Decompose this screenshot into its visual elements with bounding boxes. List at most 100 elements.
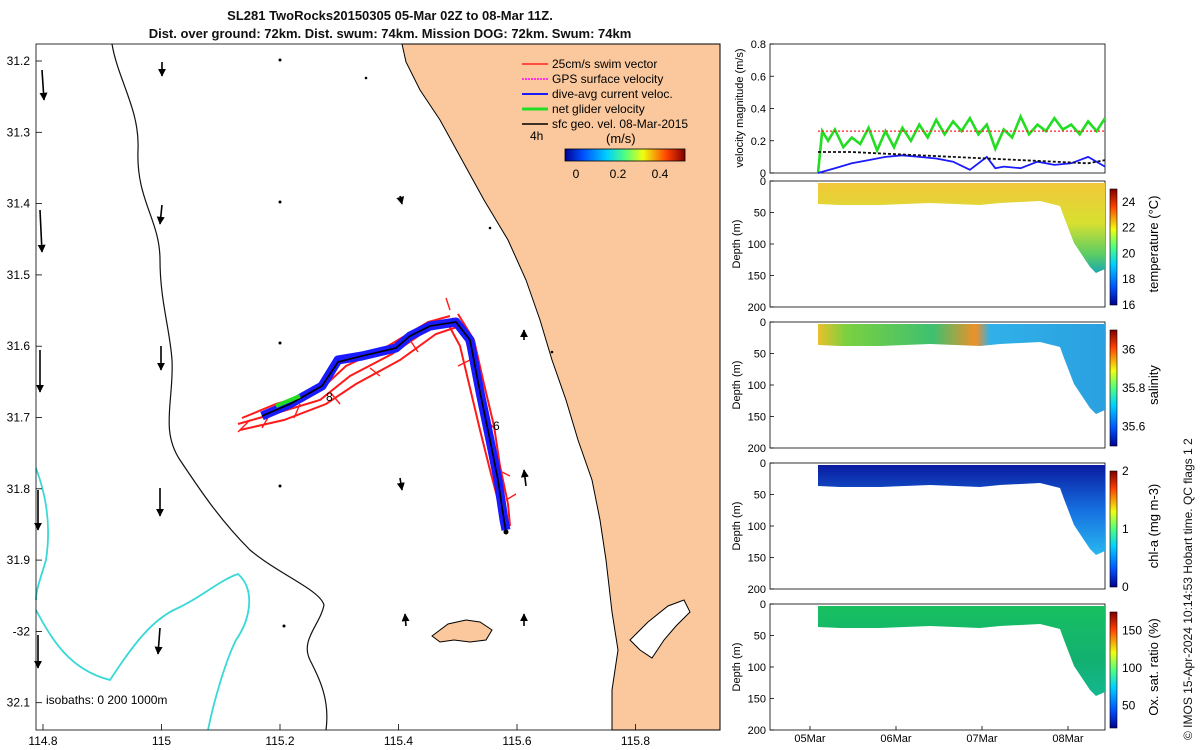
colorbar-tick: 16 — [1122, 298, 1136, 312]
lat-tick-label: -32 — [13, 624, 31, 638]
colorbar-tick: 35.6 — [1122, 420, 1146, 434]
cbar-tick-1: 0.2 — [610, 167, 627, 181]
isobath-200 — [111, 43, 328, 731]
colorbar-label-chl-a: chl-a (mg m-3) — [1146, 484, 1161, 569]
colorbar-tick: 1 — [1122, 522, 1129, 536]
legend-gps-surface: GPS surface velocity — [522, 72, 663, 86]
lat-tick-label: 31.6 — [7, 339, 31, 353]
lon-tick-label: 115.4 — [384, 734, 413, 748]
land-coastline — [401, 43, 721, 731]
profile-panel-temperature: 0 50 100 150 200 Depth (m) 24 22 20 18 16 temperatu… — [731, 176, 1161, 314]
colorbar-tick: 50 — [1122, 699, 1136, 713]
depth-tick: 50 — [754, 490, 766, 502]
time-axis: 05Mar 06Mar 07Mar 08Mar — [794, 726, 1084, 745]
time-tick-label: 05Mar — [794, 733, 826, 745]
time-tick-label: 06Mar — [880, 733, 912, 745]
depth-ylabel: Depth (m) — [731, 220, 743, 269]
lat-tick-label: 31.2 — [7, 54, 31, 68]
svg-text:25cm/s swim vector: 25cm/s swim vector — [552, 57, 657, 71]
glider-track — [261, 321, 507, 533]
legend-net-glider: net glider velocity — [522, 102, 645, 116]
profile-panel-salinity: 0 50 100 150 200 Depth (m) 36 35.8 35.6 salinity — [731, 317, 1161, 455]
depth-tick: 200 — [748, 584, 766, 596]
cbar-tick-0: 0 — [573, 167, 580, 181]
velocity-ytick: 0.2 — [751, 136, 766, 148]
depth-tick: 100 — [748, 380, 766, 392]
colorbar-oxygen — [1109, 611, 1118, 729]
depth-tick: 200 — [748, 725, 766, 737]
map-panel: 8 6 25cm/s swim vector GPS surface veloc… — [7, 43, 721, 748]
depth-tick: 150 — [748, 694, 766, 706]
colorbar-tick: 36 — [1122, 342, 1136, 356]
sfc-geo-dots — [278, 58, 554, 628]
imos-credit: © IMOS 15-Apr-2024 10:14:53 Hobart time.… — [1181, 438, 1195, 740]
depth-tick: 50 — [754, 631, 766, 643]
depth-tick: 0 — [760, 458, 766, 470]
map-lat-axis: 31.2 31.3 31.4 31.5 31.6 31.7 31.8 31.9 -32 32.1 — [7, 54, 42, 710]
colorbar-tick: 2 — [1122, 464, 1129, 478]
profile-section-temperature — [818, 183, 1105, 273]
velocity-ytick: 0.6 — [751, 71, 766, 83]
colorbar-tick: 18 — [1122, 272, 1136, 286]
map-legend: 25cm/s swim vector GPS surface velocity … — [522, 57, 688, 181]
colorbar-tick: 100 — [1122, 661, 1142, 675]
velocity-series-2 — [818, 151, 1106, 165]
depth-ylabel: Depth (m) — [731, 643, 743, 692]
svg-text:net glider velocity: net glider velocity — [552, 102, 645, 116]
velocity-ytick: 0.4 — [751, 104, 766, 116]
depth-ylabel: Depth (m) — [731, 502, 743, 551]
velocity-series-0 — [816, 113, 1107, 174]
velocity-series-1 — [817, 154, 1106, 174]
net-glider-velocity — [275, 394, 301, 408]
profile-section-salinity — [818, 324, 1105, 414]
map-lon-axis: 114.8 115 115.2 115.4 115.6 115.8 — [28, 724, 650, 748]
lat-tick-label: 31.4 — [7, 197, 31, 211]
colorbar-label-oxygen: Ox. sat. ratio (%) — [1146, 618, 1161, 716]
sfc-geo-arrows — [34, 62, 529, 669]
lat-tick-label: 31.9 — [7, 553, 31, 567]
profile-section-chl-a — [818, 465, 1105, 555]
rottnest-island — [431, 619, 493, 643]
colorbar-tick: 35.8 — [1122, 381, 1146, 395]
colorbar-tick: 150 — [1122, 624, 1142, 638]
time-tick-label: 07Mar — [966, 733, 998, 745]
depth-tick: 100 — [748, 239, 766, 251]
colorbar-label-salinity: salinity — [1146, 365, 1161, 405]
speed-colorbar — [564, 148, 686, 162]
svg-text:GPS surface velocity: GPS surface velocity — [552, 72, 663, 86]
estuary — [629, 599, 691, 659]
colorbar-tick: 24 — [1122, 195, 1136, 209]
lat-tick-label: 31.5 — [7, 268, 31, 282]
figure-title-line1: SL281 TwoRocks20150305 05-Mar 02Z to 08-… — [227, 8, 553, 23]
lon-tick-label: 114.8 — [28, 734, 57, 748]
lat-tick-label: 31.3 — [7, 125, 31, 139]
legend-sfc-geo: sfc geo. vel. 08-Mar-2015 — [522, 117, 688, 131]
velocity-ylabel: velocity magnitude (m/s) — [734, 48, 746, 167]
depth-tick: 100 — [748, 521, 766, 533]
track-label-6: 6 — [493, 419, 500, 433]
depth-tick: 0 — [760, 599, 766, 611]
isobaths-label: isobaths: 0 200 1000m — [46, 693, 167, 707]
profile-panel-chl-a: 0 50 100 150 200 Depth (m) 2 1 0 chl-a (mg m-3) — [731, 458, 1161, 596]
velocity-panel: 0.8 0.6 0.4 0.2 0 velocity magnitude (m/s) — [734, 39, 1107, 180]
depth-tick: 200 — [748, 302, 766, 314]
lat-tick-label: 31.7 — [7, 411, 31, 425]
legend-swim-vector: 25cm/s swim vector — [522, 57, 657, 71]
profile-panel-oxygen: 0 50 100 150 200 Depth (m) 150 100 50 Ox. sat. ra… — [731, 599, 1161, 737]
track-end — [503, 529, 509, 535]
velocity-ytick: 0 — [760, 168, 766, 180]
cbar-tick-2: 0.4 — [652, 167, 669, 181]
svg-text:dive-avg current veloc.: dive-avg current veloc. — [552, 87, 673, 101]
depth-tick: 150 — [748, 553, 766, 565]
colorbar-tick: 20 — [1122, 246, 1136, 260]
colorbar-salinity — [1109, 329, 1118, 447]
depth-tick: 150 — [748, 271, 766, 283]
depth-tick: 0 — [760, 176, 766, 188]
lat-tick-label: 31.8 — [7, 482, 31, 496]
depth-tick: 50 — [754, 208, 766, 220]
colorbar-tick: 22 — [1122, 221, 1136, 235]
lon-tick-label: 115.8 — [621, 734, 650, 748]
colorbar-label-temperature: temperature (°C) — [1146, 196, 1161, 293]
